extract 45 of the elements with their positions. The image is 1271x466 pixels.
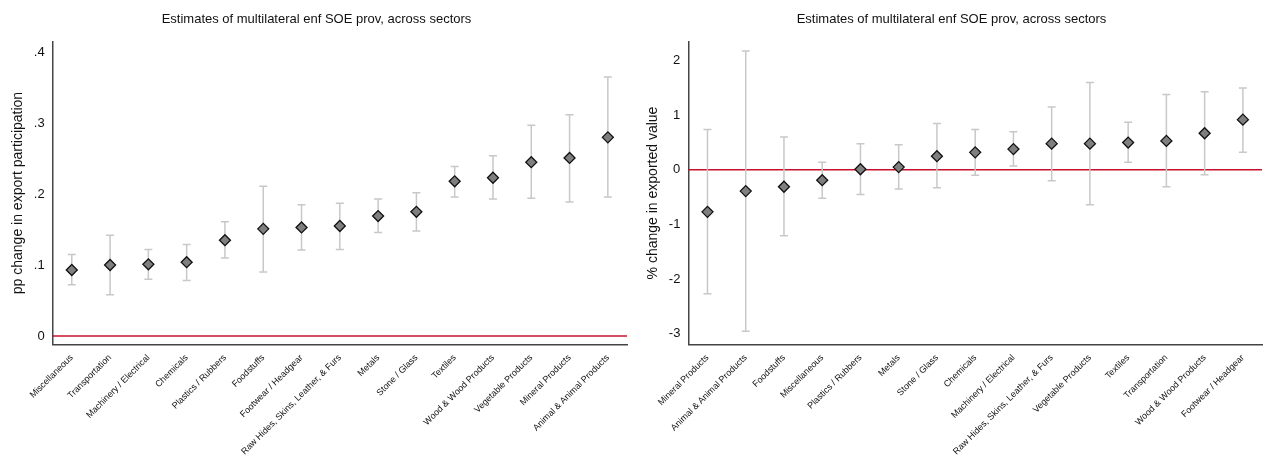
point bbox=[525, 156, 538, 169]
y-tick-label: .2 bbox=[33, 185, 45, 201]
point bbox=[930, 150, 944, 163]
chart-title: Estimates of multilateral enf SOE prov, across sectors bbox=[796, 11, 1107, 27]
point bbox=[892, 160, 905, 174]
point bbox=[854, 163, 867, 176]
y-tick-label: 0 bbox=[37, 327, 45, 343]
point bbox=[142, 258, 155, 271]
point bbox=[257, 222, 270, 235]
y-tick-label: 1 bbox=[673, 106, 681, 122]
point bbox=[371, 209, 385, 223]
point bbox=[1160, 134, 1173, 148]
point bbox=[969, 146, 982, 159]
point bbox=[1122, 136, 1135, 149]
point bbox=[218, 234, 232, 247]
y-tick-label: -2 bbox=[668, 270, 681, 286]
y-axis-title: pp change in export participation bbox=[9, 91, 26, 295]
y-tick-label: .1 bbox=[33, 256, 45, 272]
point bbox=[103, 258, 117, 272]
chart-title: Estimates of multilateral enf SOE prov, across sectors bbox=[161, 11, 472, 27]
point bbox=[1236, 113, 1250, 126]
point bbox=[601, 131, 615, 144]
point bbox=[486, 171, 500, 184]
point bbox=[1083, 137, 1097, 150]
y-tick-label: -3 bbox=[668, 325, 681, 341]
y-tick-label: .3 bbox=[33, 114, 45, 130]
point bbox=[65, 263, 78, 277]
y-tick-label: -1 bbox=[668, 215, 681, 231]
point bbox=[1198, 127, 1211, 140]
point bbox=[777, 180, 791, 193]
point bbox=[1007, 142, 1020, 156]
y-tick-label: 2 bbox=[673, 52, 681, 68]
point bbox=[295, 221, 308, 234]
point bbox=[448, 175, 461, 188]
point bbox=[1045, 137, 1058, 150]
point bbox=[563, 151, 576, 165]
point bbox=[333, 219, 346, 233]
point bbox=[410, 205, 423, 218]
point bbox=[816, 174, 829, 187]
point bbox=[739, 184, 752, 198]
y-axis-title: % change in exported value bbox=[644, 106, 661, 280]
point bbox=[701, 205, 714, 218]
point bbox=[180, 256, 193, 269]
y-tick-label: .4 bbox=[33, 43, 45, 59]
y-tick-label: 0 bbox=[673, 161, 681, 177]
